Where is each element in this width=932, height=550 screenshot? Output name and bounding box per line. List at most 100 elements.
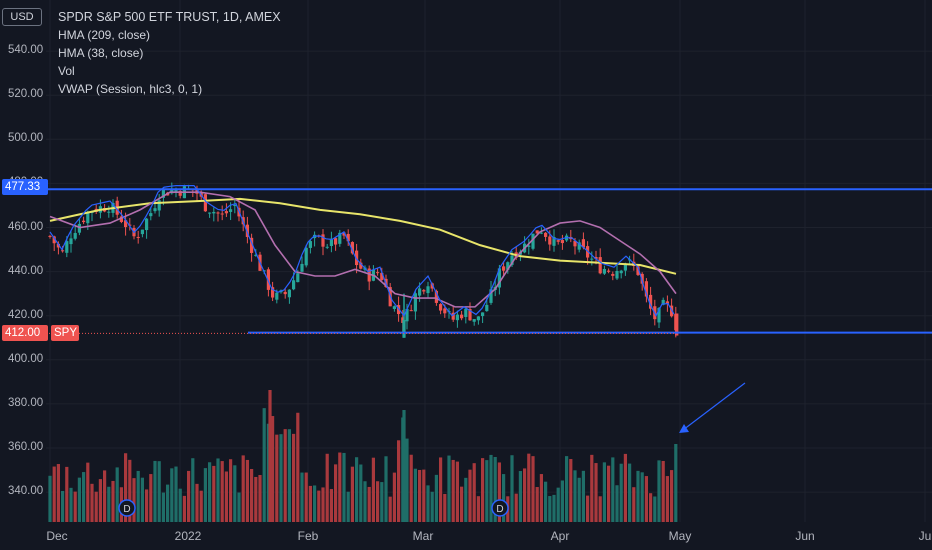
volume-bar (497, 462, 501, 522)
candle-body (283, 291, 287, 295)
volume-bar (342, 452, 346, 522)
volume-bar (380, 482, 384, 522)
candle-body (329, 238, 333, 246)
volume-bar (371, 457, 375, 522)
y-tick-label: 500.00 (8, 132, 44, 145)
candle-body (531, 233, 535, 249)
candle-body (86, 211, 90, 224)
currency-badge[interactable]: USD (2, 8, 42, 26)
volume-bar (187, 470, 191, 522)
volume-bar (254, 476, 258, 522)
candle-body (464, 308, 468, 317)
legend-hma-38[interactable]: HMA (38, close) (58, 46, 144, 60)
candle-body (502, 266, 506, 271)
volume-bar (61, 490, 65, 522)
volume-bar (451, 459, 455, 522)
volume-bars (48, 390, 678, 522)
volume-bar (275, 434, 279, 522)
candle-body (254, 254, 258, 256)
candle-body (224, 211, 228, 214)
volume-bar (439, 457, 443, 522)
volume-bar (586, 495, 590, 522)
volume-bar (77, 477, 81, 522)
candle-body (124, 220, 128, 228)
volume-bar (140, 477, 144, 522)
candle-body (527, 245, 531, 247)
x-tick-label: Dec (46, 529, 68, 543)
volume-bar (355, 457, 359, 522)
legend-title[interactable]: SPDR S&P 500 ETF TRUST, 1D, AMEX (58, 10, 281, 24)
volume-bar (124, 453, 128, 522)
candle-body (292, 280, 296, 290)
candle-body (581, 239, 585, 248)
volume-bar (98, 479, 102, 522)
volume-bar (518, 471, 522, 522)
volume-bar (262, 408, 266, 522)
volume-bar (268, 390, 272, 522)
candle-body (402, 320, 406, 338)
candle-body (208, 212, 212, 214)
candle-body (308, 241, 312, 248)
volume-bar (653, 496, 657, 522)
volume-bar (94, 491, 98, 522)
x-tick-label: Apr (550, 529, 570, 543)
arrow-head (679, 424, 689, 433)
candle-body (615, 270, 619, 279)
volume-bar (548, 496, 552, 522)
candle-body (598, 257, 602, 274)
volume-bar (304, 472, 308, 522)
volume-bar (111, 480, 115, 522)
legend-hma-209[interactable]: HMA (209, close) (58, 28, 151, 42)
candle-body (611, 273, 615, 276)
candle-body (544, 232, 548, 237)
legend-volume[interactable]: Vol (58, 64, 75, 78)
volume-bar (103, 470, 107, 522)
volume-bar (392, 472, 396, 522)
volume-bar (430, 491, 434, 522)
candle-body (665, 301, 669, 304)
candle-body (489, 289, 493, 303)
volume-bar (531, 456, 535, 522)
volume-bar (644, 476, 648, 522)
volume-bar (233, 465, 237, 522)
candle-body (140, 229, 144, 235)
candle-body (73, 233, 77, 239)
volume-bar (191, 458, 195, 522)
symbol-tag: SPY (51, 325, 79, 341)
candle-body (65, 241, 69, 253)
candle-body (409, 310, 413, 312)
candle-body (229, 209, 233, 212)
x-tick-label: Feb (297, 529, 319, 543)
candle-body (69, 238, 73, 245)
candle-body (203, 194, 207, 212)
x-tick-label: 2022 (174, 529, 202, 543)
candle-body (619, 270, 623, 274)
x-tick-label: Mar (412, 529, 434, 543)
volume-bar (170, 468, 174, 522)
candle-body (250, 237, 254, 253)
volume-bar (208, 462, 212, 522)
candle-body (149, 213, 153, 217)
candle-body (334, 238, 338, 245)
arrow-shaft (682, 382, 746, 431)
candle-body (535, 230, 539, 234)
candle-body (392, 306, 396, 309)
volume-bar (241, 455, 245, 522)
candle-body (590, 258, 594, 260)
candle-body (61, 250, 65, 252)
volume-bar (258, 475, 262, 522)
candle-body (157, 200, 161, 211)
hma-209-line (49, 197, 677, 275)
volume-bar (350, 466, 354, 522)
candle-body (145, 218, 149, 231)
candle-body (77, 223, 81, 233)
volume-bar (334, 464, 338, 522)
volume-bar (527, 453, 531, 522)
candle-body (266, 269, 270, 290)
volume-bar (602, 462, 606, 522)
candle-body (275, 292, 279, 300)
legend-vwap[interactable]: VWAP (Session, hlc3, 0, 1) (58, 82, 203, 96)
candle-body (405, 308, 409, 322)
